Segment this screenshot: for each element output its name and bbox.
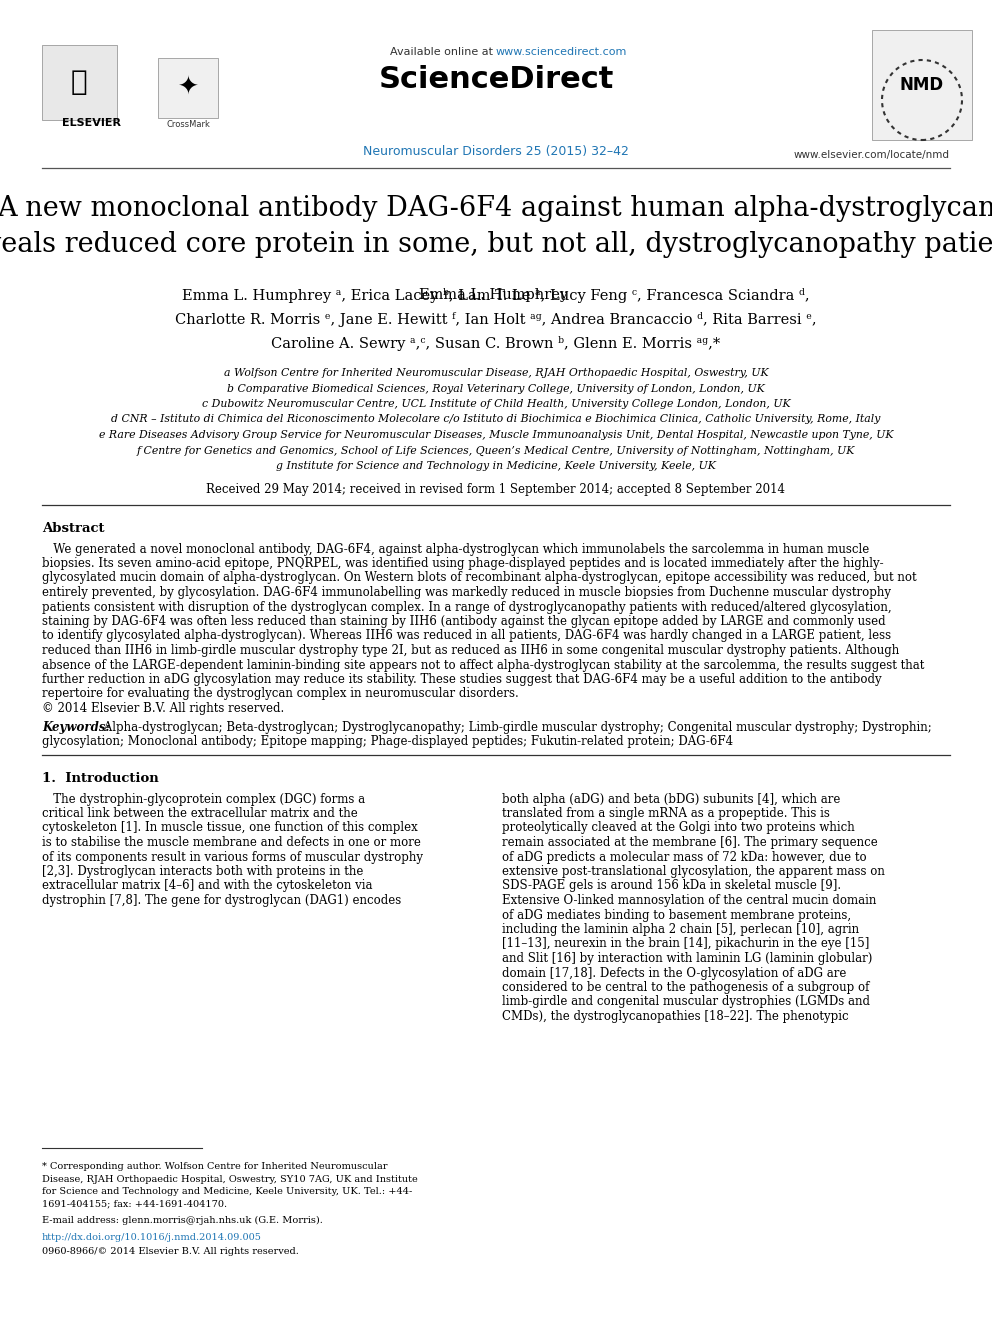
Text: Neuromuscular Disorders 25 (2015) 32–42: Neuromuscular Disorders 25 (2015) 32–42: [363, 146, 629, 159]
Text: extracellular matrix [4–6] and with the cytoskeleton via: extracellular matrix [4–6] and with the …: [42, 880, 373, 893]
Text: e Rare Diseases Advisory Group Service for Neuromuscular Diseases, Muscle Immuno: e Rare Diseases Advisory Group Service f…: [99, 430, 893, 441]
Text: NMD: NMD: [900, 75, 944, 94]
Text: A new monoclonal antibody DAG-6F4 against human alpha-dystroglycan: A new monoclonal antibody DAG-6F4 agains…: [0, 194, 992, 222]
Text: critical link between the extracellular matrix and the: critical link between the extracellular …: [42, 807, 358, 820]
Text: www.elsevier.com/locate/nmd: www.elsevier.com/locate/nmd: [794, 149, 950, 160]
Text: [11–13], neurexin in the brain [14], pikachurin in the eye [15]: [11–13], neurexin in the brain [14], pik…: [502, 938, 869, 950]
Text: of aDG predicts a molecular mass of 72 kDa: however, due to: of aDG predicts a molecular mass of 72 k…: [502, 851, 867, 864]
Text: entirely prevented, by glycosylation. DAG-6F4 immunolabelling was markedly reduc: entirely prevented, by glycosylation. DA…: [42, 586, 891, 599]
Text: CrossMark: CrossMark: [166, 120, 210, 130]
Text: limb-girdle and congenital muscular dystrophies (LGMDs and: limb-girdle and congenital muscular dyst…: [502, 995, 870, 1008]
Text: patients consistent with disruption of the dystroglycan complex. In a range of d: patients consistent with disruption of t…: [42, 601, 892, 614]
Text: dystrophin [7,8]. The gene for dystroglycan (DAG1) encodes: dystrophin [7,8]. The gene for dystrogly…: [42, 894, 401, 908]
Text: c Dubowitz Neuromuscular Centre, UCL Institute of Child Health, University Colle: c Dubowitz Neuromuscular Centre, UCL Ins…: [201, 400, 791, 409]
Text: Keywords:: Keywords:: [42, 721, 114, 733]
Text: * Corresponding author. Wolfson Centre for Inherited Neuromuscular: * Corresponding author. Wolfson Centre f…: [42, 1163, 388, 1171]
Text: f Centre for Genetics and Genomics, School of Life Sciences, Queen’s Medical Cen: f Centre for Genetics and Genomics, Scho…: [137, 446, 855, 455]
Text: is to stabilise the muscle membrane and defects in one or more: is to stabilise the muscle membrane and …: [42, 836, 421, 849]
Text: The dystrophin-glycoprotein complex (DGC) forms a: The dystrophin-glycoprotein complex (DGC…: [42, 792, 365, 806]
Text: www.sciencedirect.com: www.sciencedirect.com: [496, 48, 627, 57]
Text: extensive post-translational glycosylation, the apparent mass on: extensive post-translational glycosylati…: [502, 865, 885, 878]
Text: Received 29 May 2014; received in revised form 1 September 2014; accepted 8 Sept: Received 29 May 2014; received in revise…: [206, 483, 786, 496]
Text: E-mail address: glenn.morris@rjah.nhs.uk (G.E. Morris).: E-mail address: glenn.morris@rjah.nhs.uk…: [42, 1216, 322, 1225]
Text: both alpha (aDG) and beta (bDG) subunits [4], which are: both alpha (aDG) and beta (bDG) subunits…: [502, 792, 840, 806]
Text: b Comparative Biomedical Sciences, Royal Veterinary College, University of Londo: b Comparative Biomedical Sciences, Royal…: [227, 384, 765, 393]
Text: for Science and Technology and Medicine, Keele University, UK. Tel.: +44-: for Science and Technology and Medicine,…: [42, 1187, 413, 1196]
Text: of its components result in various forms of muscular dystrophy: of its components result in various form…: [42, 851, 423, 864]
Text: repertoire for evaluating the dystroglycan complex in neuromuscular disorders.: repertoire for evaluating the dystroglyc…: [42, 688, 519, 700]
Text: 1691-404155; fax: +44-1691-404170.: 1691-404155; fax: +44-1691-404170.: [42, 1200, 227, 1209]
Text: Charlotte R. Morris ᵉ, Jane E. Hewitt ᶠ, Ian Holt ᵃᵍ, Andrea Brancaccio ᵈ, Rita : Charlotte R. Morris ᵉ, Jane E. Hewitt ᶠ,…: [176, 312, 816, 327]
Text: cytoskeleton [1]. In muscle tissue, one function of this complex: cytoskeleton [1]. In muscle tissue, one …: [42, 822, 418, 835]
Text: 1.  Introduction: 1. Introduction: [42, 773, 159, 786]
Bar: [42, 45, 117, 120]
Text: Disease, RJAH Orthopaedic Hospital, Oswestry, SY10 7AG, UK and Institute: Disease, RJAH Orthopaedic Hospital, Oswe…: [42, 1175, 418, 1184]
Text: Extensive O-linked mannosylation of the central mucin domain: Extensive O-linked mannosylation of the …: [502, 894, 876, 908]
Text: 🌳: 🌳: [70, 67, 87, 97]
Text: further reduction in aDG glycosylation may reduce its stability. These studies s: further reduction in aDG glycosylation m…: [42, 673, 882, 687]
Text: remain associated at the membrane [6]. The primary sequence: remain associated at the membrane [6]. T…: [502, 836, 878, 849]
Text: ScienceDirect: ScienceDirect: [378, 66, 614, 94]
Text: d CNR – Istituto di Chimica del Riconoscimento Molecolare c/o Istituto di Biochi: d CNR – Istituto di Chimica del Riconosc…: [111, 414, 881, 425]
Text: biopsies. Its seven amino-acid epitope, PNQRPEL, was identified using phage-disp: biopsies. Its seven amino-acid epitope, …: [42, 557, 884, 570]
Text: g Institute for Science and Technology in Medicine, Keele University, Keele, UK: g Institute for Science and Technology i…: [276, 460, 716, 471]
Text: including the laminin alpha 2 chain [5], perlecan [10], agrin: including the laminin alpha 2 chain [5],…: [502, 923, 859, 935]
Text: Emma L. Humphrey: Emma L. Humphrey: [420, 288, 572, 302]
Text: reveals reduced core protein in some, but not all, dystroglycanopathy patients: reveals reduced core protein in some, bu…: [0, 232, 992, 258]
Text: CMDs), the dystroglycanopathies [18–22]. The phenotypic: CMDs), the dystroglycanopathies [18–22].…: [502, 1009, 848, 1023]
Text: We generated a novel monoclonal antibody, DAG-6F4, against alpha-dystroglycan wh: We generated a novel monoclonal antibody…: [42, 542, 869, 556]
Text: absence of the LARGE-dependent laminin-binding site appears not to affect alpha-: absence of the LARGE-dependent laminin-b…: [42, 659, 925, 672]
Text: ✦: ✦: [178, 75, 198, 101]
Text: glycosylated mucin domain of alpha-dystroglycan. On Western blots of recombinant: glycosylated mucin domain of alpha-dystr…: [42, 572, 917, 585]
Text: considered to be central to the pathogenesis of a subgroup of: considered to be central to the pathogen…: [502, 980, 869, 994]
Text: Abstract: Abstract: [42, 523, 104, 536]
Text: of aDG mediates binding to basement membrane proteins,: of aDG mediates binding to basement memb…: [502, 909, 851, 922]
Text: proteolytically cleaved at the Golgi into two proteins which: proteolytically cleaved at the Golgi int…: [502, 822, 855, 835]
Text: Alpha-dystroglycan; Beta-dystroglycan; Dystroglycanopathy; Limb-girdle muscular : Alpha-dystroglycan; Beta-dystroglycan; D…: [100, 721, 931, 733]
Text: © 2014 Elsevier B.V. All rights reserved.: © 2014 Elsevier B.V. All rights reserved…: [42, 703, 285, 714]
Text: staining by DAG-6F4 was often less reduced than staining by IIH6 (antibody again: staining by DAG-6F4 was often less reduc…: [42, 615, 886, 628]
Bar: [872, 30, 972, 140]
Text: a Wolfson Centre for Inherited Neuromuscular Disease, RJAH Orthopaedic Hospital,: a Wolfson Centre for Inherited Neuromusc…: [223, 368, 769, 378]
Text: Caroline A. Sewry ᵃ,ᶜ, Susan C. Brown ᵇ, Glenn E. Morris ᵃᵍ,*: Caroline A. Sewry ᵃ,ᶜ, Susan C. Brown ᵇ,…: [272, 336, 720, 351]
Text: [2,3]. Dystroglycan interacts both with proteins in the: [2,3]. Dystroglycan interacts both with …: [42, 865, 363, 878]
Text: Emma L. Humphrey ᵃ, Erica Lacey ᵇ, Lam T. Le ᵃ, Lucy Feng ᶜ, Francesca Sciandra : Emma L. Humphrey ᵃ, Erica Lacey ᵇ, Lam T…: [183, 288, 809, 303]
Text: SDS-PAGE gels is around 156 kDa in skeletal muscle [9].: SDS-PAGE gels is around 156 kDa in skele…: [502, 880, 841, 893]
Text: and Slit [16] by interaction with laminin LG (laminin globular): and Slit [16] by interaction with lamini…: [502, 953, 872, 964]
Text: 0960-8966/© 2014 Elsevier B.V. All rights reserved.: 0960-8966/© 2014 Elsevier B.V. All right…: [42, 1248, 299, 1257]
Bar: [158, 58, 218, 118]
Text: to identify glycosylated alpha-dystroglycan). Whereas IIH6 was reduced in all pa: to identify glycosylated alpha-dystrogly…: [42, 630, 891, 643]
Text: reduced than IIH6 in limb-girdle muscular dystrophy type 2I, but as reduced as I: reduced than IIH6 in limb-girdle muscula…: [42, 644, 900, 658]
Text: glycosylation; Monoclonal antibody; Epitope mapping; Phage-displayed peptides; F: glycosylation; Monoclonal antibody; Epit…: [42, 736, 733, 747]
Text: Available online at: Available online at: [390, 48, 496, 57]
Text: domain [17,18]. Defects in the O-glycosylation of aDG are: domain [17,18]. Defects in the O-glycosy…: [502, 967, 846, 979]
Text: translated from a single mRNA as a propeptide. This is: translated from a single mRNA as a prope…: [502, 807, 830, 820]
Text: http://dx.doi.org/10.1016/j.nmd.2014.09.005: http://dx.doi.org/10.1016/j.nmd.2014.09.…: [42, 1233, 262, 1242]
Text: ELSEVIER: ELSEVIER: [62, 118, 121, 128]
